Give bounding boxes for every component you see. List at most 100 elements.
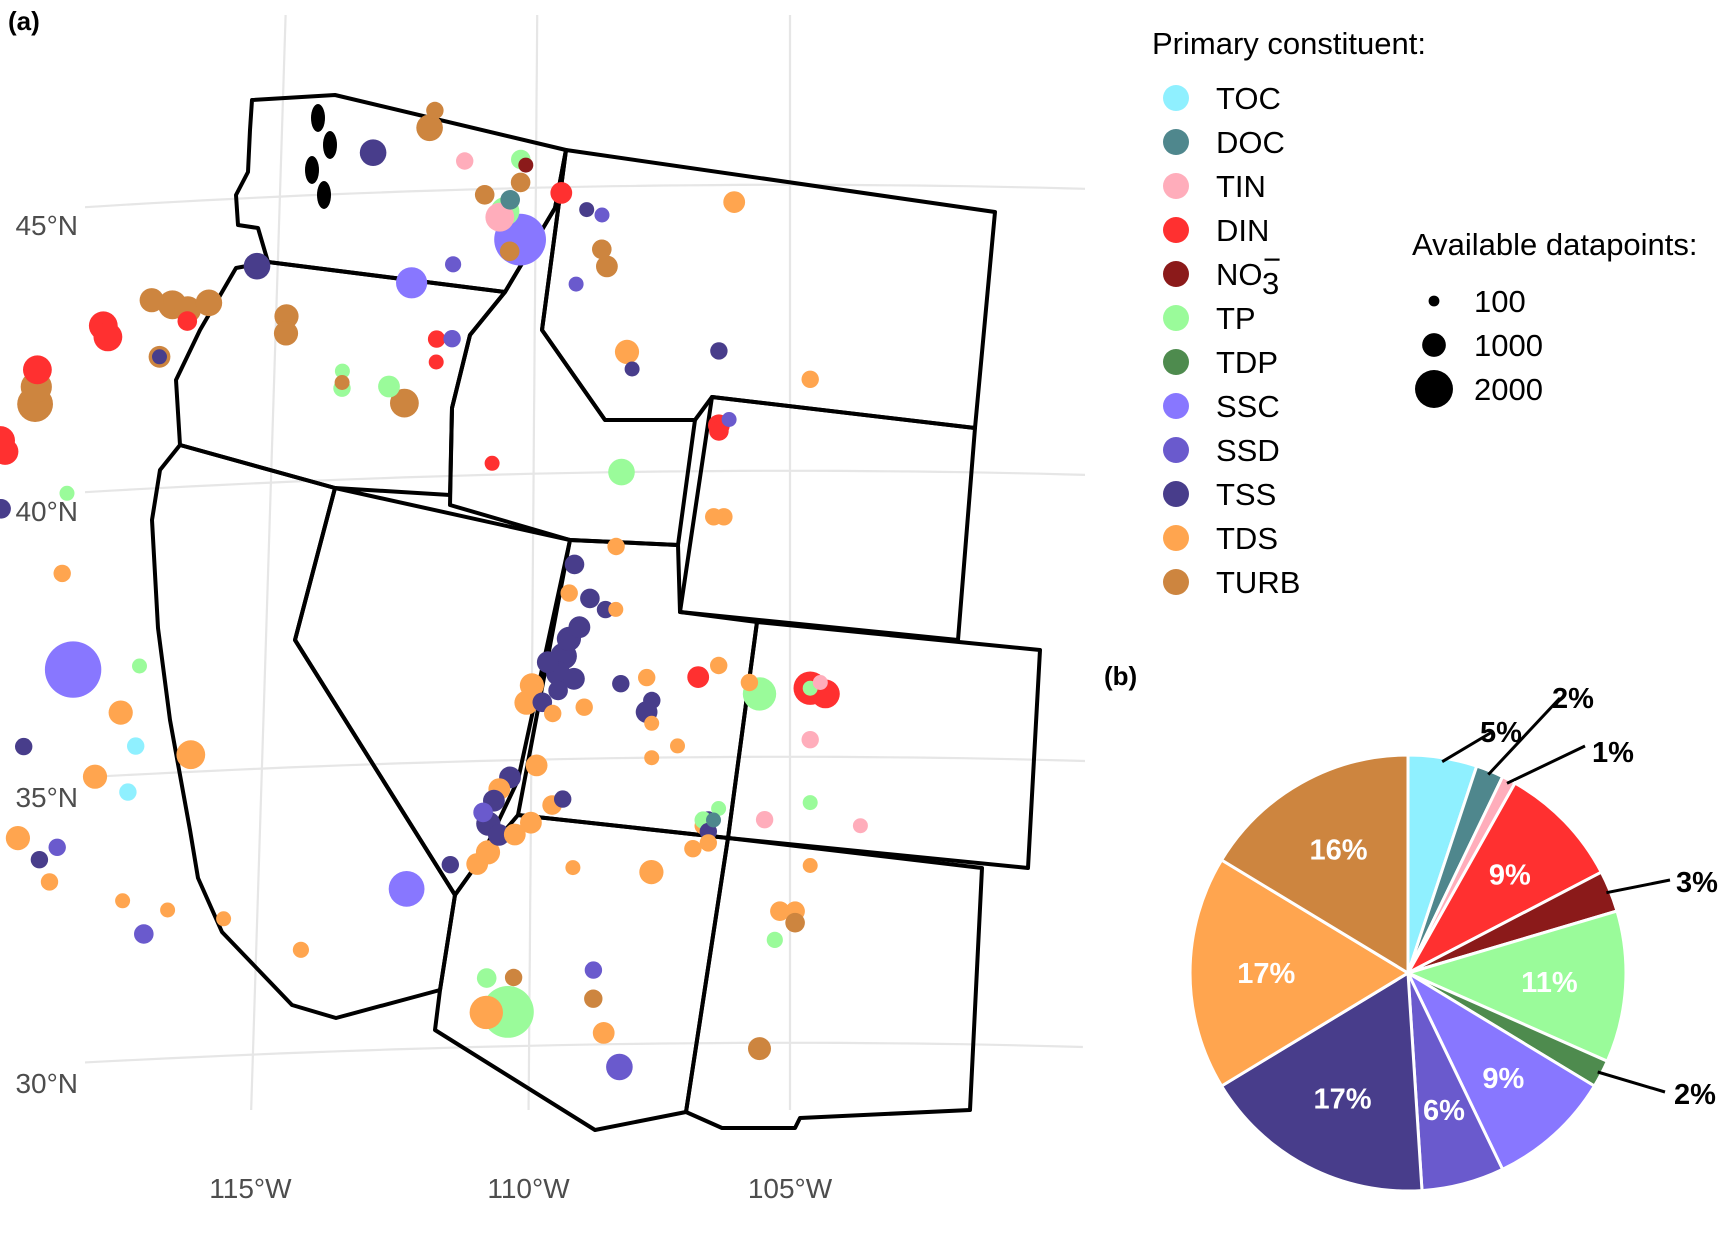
site-marker [554, 790, 572, 808]
pie-slice-tds [1188, 857, 1411, 1089]
pie-slice-tp [1403, 909, 1628, 1064]
site-marker [127, 737, 145, 755]
site-marker [139, 288, 164, 313]
site-marker [177, 311, 198, 331]
site-marker [59, 485, 75, 501]
legend-label-tss: TSS [1216, 477, 1276, 512]
meridian-line [0, 0, 51, 1245]
legend-label-din: DIN [1216, 213, 1269, 248]
pie-label: 2% [1674, 1079, 1716, 1111]
legend-label-subscript: 3 [1262, 266, 1279, 301]
site-marker [426, 101, 444, 120]
pie-label: 1% [1592, 737, 1634, 769]
legend-label-tin: TIN [1216, 169, 1266, 204]
site-marker [584, 989, 603, 1008]
legend-swatch-no3 [1163, 261, 1189, 287]
legend-label-ssc: SSC [1216, 389, 1280, 424]
site-marker [359, 139, 387, 166]
site-marker [108, 700, 133, 725]
site-marker [670, 738, 685, 754]
site-marker [544, 704, 562, 723]
legend-label-doc: DOC [1216, 125, 1285, 160]
pie-label: 17% [1313, 1084, 1371, 1116]
site-marker [723, 191, 746, 214]
site-marker [273, 321, 299, 346]
site-marker [584, 961, 603, 979]
site-marker [466, 853, 489, 875]
site-marker [5, 826, 30, 851]
legend-swatch-tdp [1163, 349, 1189, 375]
legend-label-superscript: − [1263, 242, 1281, 277]
site-marker [0, 438, 19, 465]
site-marker [428, 354, 444, 370]
site-marker [568, 276, 584, 292]
pie-label: 16% [1309, 835, 1367, 867]
site-marker [115, 893, 131, 909]
legend-label-tds: TDS [1216, 521, 1278, 556]
site-marker [503, 823, 526, 846]
site-marker [388, 871, 425, 907]
legend-swatch-tss [1163, 481, 1189, 507]
site-marker [608, 458, 635, 486]
site-marker [740, 673, 759, 692]
site-marker [134, 924, 154, 944]
legend-swatch-tin [1163, 173, 1189, 199]
site-marker [132, 658, 147, 674]
site-marker [710, 342, 728, 360]
site-marker [643, 691, 661, 710]
site-marker [644, 750, 660, 766]
site-marker [579, 202, 595, 218]
site-marker [550, 182, 573, 204]
site-marker [684, 840, 702, 858]
site-marker [427, 330, 446, 348]
site-marker [687, 666, 710, 688]
legend-label-ssd: SSD [1216, 433, 1280, 468]
site-marker [445, 256, 462, 273]
site-marker [473, 802, 493, 823]
site-marker [514, 690, 539, 715]
site-marker [639, 860, 664, 885]
site-marker [0, 499, 11, 519]
pie-label: 2% [1552, 683, 1594, 715]
site-marker [488, 824, 510, 846]
site-marker [378, 375, 400, 398]
island-shape [311, 104, 325, 132]
pie-slice-din [1404, 781, 1604, 977]
lat-tick-label: 45°N [15, 210, 78, 241]
pie-label: 11% [1521, 967, 1578, 999]
legend-size-label: 2000 [1474, 372, 1543, 407]
state-idaho [448, 148, 697, 547]
site-marker [441, 856, 459, 874]
site-marker [770, 901, 790, 921]
map-graticule [0, 0, 1085, 1245]
site-marker [469, 995, 503, 1030]
site-marker [160, 902, 176, 918]
legend-size-swatch [1415, 370, 1453, 408]
state-california [150, 443, 457, 1020]
site-marker [596, 255, 618, 278]
site-marker [40, 873, 59, 891]
state-colorado [726, 620, 1042, 870]
legend-color-title: Primary constituent: [1152, 26, 1426, 61]
panel-label-a: (a) [8, 6, 40, 36]
legend: Primary constituent: Available datapoint… [1152, 26, 1698, 600]
site-marker [575, 698, 593, 716]
state-washington [234, 93, 568, 294]
pie-leader-line [1597, 1070, 1666, 1094]
island-shape [323, 131, 337, 159]
site-marker [594, 207, 610, 223]
site-marker [614, 339, 640, 364]
pie-label: 5% [1480, 717, 1522, 749]
lon-tick-label: 105°W [748, 1173, 833, 1204]
site-marker [711, 801, 727, 816]
site-marker [390, 388, 419, 418]
site-marker [607, 537, 625, 556]
panel-label-b: (b) [1104, 661, 1137, 691]
site-marker [624, 361, 640, 377]
site-marker [416, 114, 443, 142]
site-marker [638, 668, 656, 687]
legend-label-turb: TURB [1216, 565, 1300, 600]
pie-label: 9% [1489, 859, 1531, 891]
site-marker [755, 811, 774, 829]
parallel-line [85, 1041, 1083, 1064]
